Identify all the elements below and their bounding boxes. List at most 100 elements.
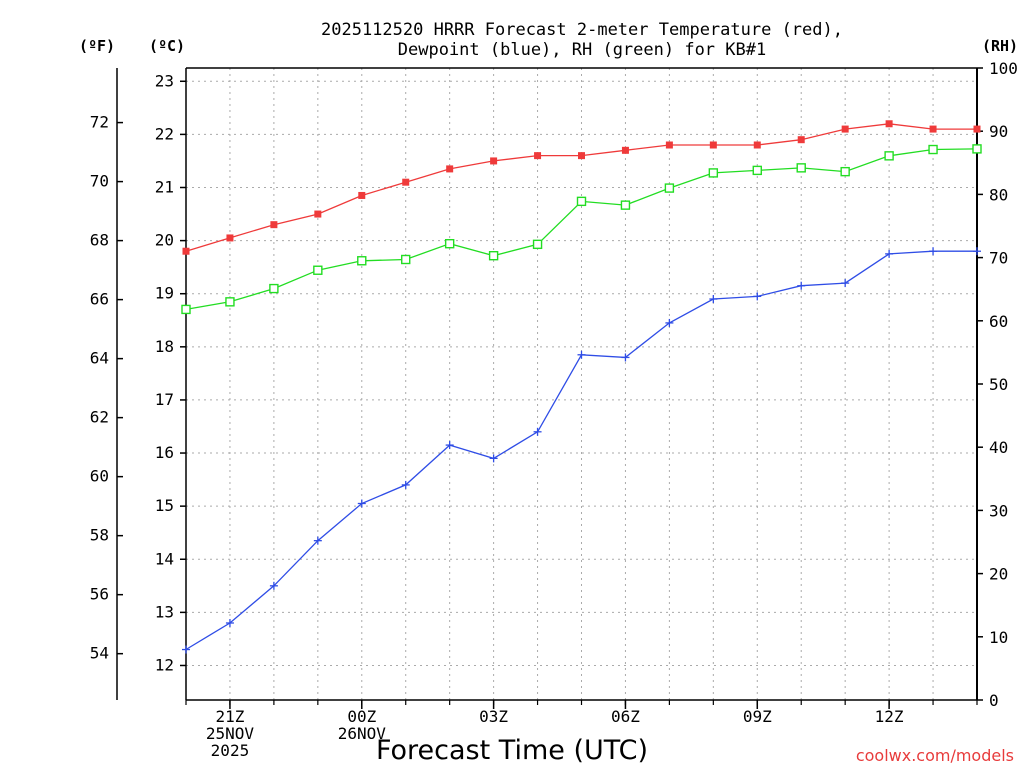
rh-tick-label: 70	[989, 249, 1008, 268]
rh-tick-label: 10	[989, 628, 1008, 647]
rh-point	[576, 196, 587, 207]
fahrenheit-tick-label: 58	[90, 526, 109, 545]
2-meter-temperature-point	[534, 152, 542, 160]
rh-point	[357, 256, 367, 266]
x-tick-label: 00Z	[347, 707, 376, 726]
2-meter-temperature-point	[841, 125, 849, 133]
fahrenheit-tick-label: 66	[90, 290, 109, 309]
fahrenheit-tick-label: 54	[90, 644, 109, 663]
dewpoint-line	[185, 250, 977, 651]
celsius-tick-label: 20	[155, 231, 174, 250]
2-meter-temperature-point	[270, 221, 278, 229]
rh-tick-label: 20	[989, 565, 1008, 584]
fahrenheit-tick-label: 70	[90, 172, 109, 191]
dewpoint-point	[357, 499, 366, 508]
fahrenheit-tick-label: 68	[90, 231, 109, 250]
2-meter-temperature-point	[314, 210, 322, 218]
dewpoint-point	[753, 292, 762, 301]
celsius-tick-label: 23	[155, 71, 174, 90]
x-tick-label: 21Z	[215, 707, 244, 726]
rh-tick-label: 0	[989, 691, 999, 710]
2-meter-temperature-point	[973, 125, 981, 133]
rh-point	[796, 163, 806, 173]
2-meter-temperature-point	[446, 165, 454, 173]
celsius-tick-label: 15	[155, 496, 174, 515]
rh-point	[488, 251, 499, 261]
data-series	[181, 120, 982, 654]
dewpoint-point	[533, 427, 542, 436]
celsius-tick-label: 17	[155, 390, 174, 409]
dewpoint-point	[269, 581, 278, 590]
rh-point	[313, 265, 323, 275]
celsius-tick-label: 16	[155, 443, 174, 462]
x-tick-label: 2025	[211, 741, 250, 760]
rh-point	[928, 144, 938, 155]
x-tick-label: 06Z	[611, 707, 640, 726]
celsius-tick-label: 21	[155, 177, 174, 196]
grid-lines	[186, 68, 977, 700]
rh-tick-label: 90	[989, 122, 1008, 141]
celsius-tick-label: 12	[155, 655, 174, 674]
dewpoint-point	[489, 454, 498, 463]
2-meter-temperature-point	[753, 141, 761, 149]
rh-point	[708, 168, 719, 178]
fahrenheit-tick-label: 72	[90, 113, 109, 132]
dewpoint-point	[445, 441, 454, 450]
x-tick-label: 25NOV	[206, 724, 255, 743]
fahrenheit-tick-label: 64	[90, 349, 109, 368]
rh-point	[532, 239, 543, 250]
dewpoint-point	[313, 536, 322, 545]
celsius-tick-label: 14	[155, 549, 174, 568]
x-axis-label: Forecast Time (UTC)	[376, 735, 648, 766]
dewpoint-point	[621, 353, 630, 362]
dewpoint-point	[929, 247, 938, 256]
rh-unit-label: (RH)	[982, 37, 1018, 55]
rh-point	[664, 183, 675, 193]
dewpoint-point	[709, 295, 718, 304]
2-meter-temperature-point	[929, 125, 937, 133]
rh-tick-label: 80	[989, 185, 1008, 204]
rh-point	[972, 144, 982, 154]
2-meter-temperature-point	[885, 120, 893, 128]
rh-tick-label: 30	[989, 501, 1008, 520]
fahrenheit-tick-label: 60	[90, 467, 109, 486]
x-tick-label: 26NOV	[338, 724, 387, 743]
2-meter-temperature-point	[226, 234, 234, 242]
rh-tick-label: 60	[989, 312, 1008, 331]
dewpoint-point	[841, 279, 850, 288]
2-meter-temperature-point	[402, 178, 410, 186]
chart-title-line-2: Dewpoint (blue), RH (green) for KB#1	[398, 40, 766, 60]
dewpoint-point	[401, 480, 410, 489]
dewpoint-point	[225, 618, 234, 627]
2-meter-temperature-point	[358, 191, 366, 199]
celsius-tick-label: 13	[155, 602, 174, 621]
dewpoint-point	[797, 281, 806, 290]
credit-link[interactable]: coolwx.com/models	[856, 746, 1014, 765]
2-meter-temperature-point	[709, 141, 717, 149]
rh-point	[840, 166, 850, 177]
celsius-tick-label: 18	[155, 337, 174, 356]
2-meter-temperature-point	[182, 247, 190, 255]
fahrenheit-tick-label: 62	[90, 408, 109, 427]
rh-point	[225, 297, 235, 307]
2-meter-temperature-point	[490, 157, 498, 165]
rh-point	[884, 151, 894, 161]
chart-title-line-1: 2025112520 HRRR Forecast 2-meter Tempera…	[321, 20, 843, 40]
2-meter-temperature-point	[797, 136, 805, 144]
2-meter-temperature-point	[621, 146, 629, 154]
dewpoint-point	[885, 249, 894, 258]
rh-point	[401, 254, 411, 265]
rh-tick-label: 40	[989, 438, 1008, 457]
axes: 54 56 58 60 62 64 66 68 70 72 12 13 14 15 16 17 18 19 20 21…	[90, 59, 1018, 710]
celsius-tick-label: 19	[155, 284, 174, 303]
celsius-unit-label: (ºC)	[149, 37, 185, 55]
x-tick-label: 09Z	[743, 707, 772, 726]
x-tick-label: 12Z	[875, 707, 904, 726]
dewpoint-point	[182, 645, 190, 654]
rh-tick-label: 100	[989, 59, 1018, 78]
rh-point	[181, 304, 191, 315]
rh-point	[444, 238, 455, 249]
2-meter-temperature-point	[665, 141, 673, 149]
fahrenheit-tick-label: 56	[90, 585, 109, 604]
